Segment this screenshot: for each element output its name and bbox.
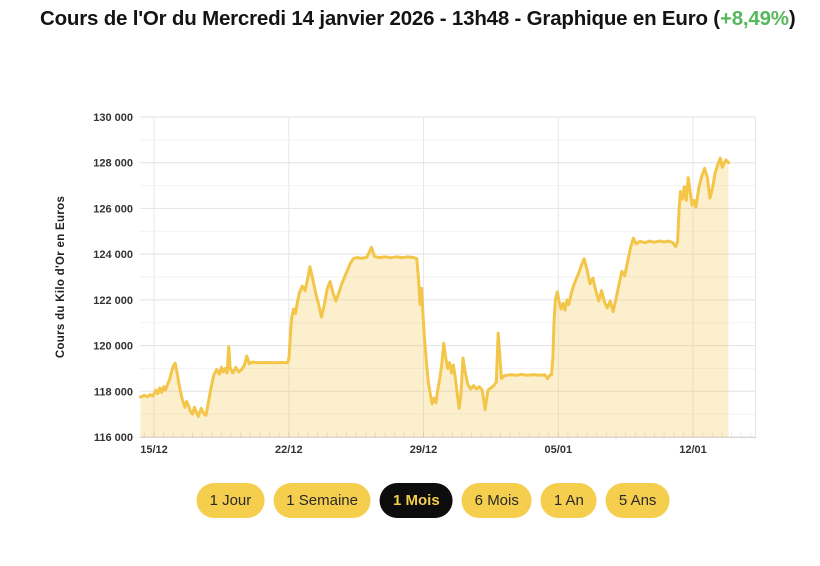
svg-text:15/12: 15/12	[140, 444, 168, 456]
range-button-1-an[interactable]: 1 An	[540, 483, 597, 518]
range-button-1-semaine[interactable]: 1 Semaine	[273, 483, 371, 518]
title-change-percent: +8,49%	[719, 7, 789, 30]
range-button-5-ans[interactable]: 5 Ans	[605, 483, 670, 518]
svg-text:29/12: 29/12	[410, 444, 438, 456]
range-button-1-jour[interactable]: 1 Jour	[196, 483, 265, 518]
range-button-1-mois[interactable]: 1 Mois	[379, 483, 453, 518]
svg-text:130 000: 130 000	[93, 112, 133, 124]
svg-text:22/12: 22/12	[275, 444, 303, 456]
title-text: Cours de l'Or du Mercredi 14 janvier 202…	[40, 7, 714, 30]
svg-text:128 000: 128 000	[93, 158, 133, 170]
svg-text:116 000: 116 000	[94, 432, 133, 444]
svg-text:118 000: 118 000	[94, 386, 133, 398]
svg-text:Cours du Kilo d'Or en Euros: Cours du Kilo d'Or en Euros	[55, 196, 67, 358]
title-paren-open: (	[713, 7, 720, 30]
svg-text:05/01: 05/01	[545, 444, 573, 456]
range-button-6-mois[interactable]: 6 Mois	[461, 483, 532, 518]
title-paren-close: )	[788, 7, 796, 30]
svg-text:12/01: 12/01	[679, 444, 707, 456]
range-buttons: 1 Jour 1 Semaine 1 Mois 6 Mois 1 An 5 An…	[196, 483, 670, 518]
svg-text:122 000: 122 000	[93, 295, 133, 307]
gold-price-chart-svg: 130 000 128 000 126 000 124 000 122 000 120 0…	[55, 112, 756, 456]
page-title: Cours de l'Or du Mercredi 14 janvier 202…	[40, 6, 798, 32]
svg-text:120 000: 120 000	[93, 341, 133, 353]
gold-price-chart: 130 000 128 000 126 000 124 000 122 000 120 0…	[40, 95, 780, 470]
svg-text:126 000: 126 000	[93, 203, 133, 215]
svg-text:124 000: 124 000	[93, 249, 133, 261]
